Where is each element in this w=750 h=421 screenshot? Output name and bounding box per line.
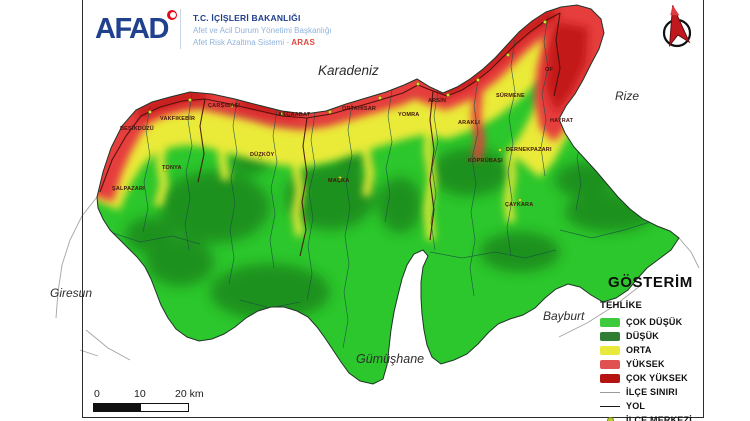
legend-item: DÜŞÜK [600, 329, 702, 343]
legend-swatch-medium [600, 345, 620, 355]
legend-item: İLÇE MERKEZİ [600, 413, 702, 421]
header: AFAD T.C. İÇİŞLERİ BAKANLIĞI Afet ve Aci… [95, 9, 332, 49]
legend-swatch-very-high [600, 373, 620, 383]
legend-swatch-low [600, 331, 620, 341]
district-label: KÖPRÜBAŞI [468, 158, 503, 164]
district-label: VAKFIKEBİR [160, 116, 196, 122]
legend-road-line [600, 405, 620, 407]
afad-logo: AFAD [95, 9, 177, 45]
turkish-flag-icon [166, 10, 177, 20]
scale-tick: 0 [94, 388, 100, 400]
neighbor-label-rize: Rize [615, 89, 640, 103]
legend-label: DÜŞÜK [626, 331, 660, 341]
legend-swatch-very-low [600, 317, 620, 327]
district-label: AKÇAABAT [278, 112, 311, 118]
district-label: OF [545, 67, 554, 73]
district-label: TONYA [162, 165, 182, 171]
district-label: ÇARŞIBAŞI [208, 103, 241, 109]
neighbor-label-giresun: Giresun [50, 286, 93, 300]
legend-item: İLÇE SINIRI [600, 385, 702, 399]
hazard-low-patches [125, 148, 655, 320]
district-label: ARSİN [428, 98, 447, 104]
neighbor-label-bayburt: Bayburt [543, 309, 585, 323]
legend-subtitle: TEHLİKE [600, 300, 643, 311]
district-label: ÇAYKARA [505, 202, 534, 208]
scale-bar-filled-half [94, 404, 141, 411]
scale-tick: 10 [134, 388, 146, 400]
system-title: Afet Risk Azaltma Sistemi - ARAS [193, 38, 332, 47]
map-frame-left [82, 0, 83, 418]
map-frame-right [703, 0, 704, 418]
district-label: YOMRA [398, 112, 420, 118]
district-label: ARAKLI [458, 120, 480, 126]
district-label: SÜRMENE [496, 93, 525, 99]
ministry-title: T.C. İÇİŞLERİ BAKANLIĞI [192, 13, 301, 23]
map-frame-bottom [82, 417, 704, 418]
legend-item: ÇOK YÜKSEK [600, 371, 702, 385]
legend-item: ORTA [600, 343, 702, 357]
district-label: MAÇKA [328, 178, 350, 184]
road-lines [99, 12, 561, 257]
district-label: DERNEKPAZARI [506, 147, 552, 153]
district-center-dots [128, 20, 567, 202]
legend-item: ÇOK DÜŞÜK [600, 315, 702, 329]
legend-title: GÖSTERİM [608, 274, 693, 291]
legend-label: ÇOK DÜŞÜK [626, 317, 683, 327]
neighbor-label-gumushane: Gümüşhane [356, 352, 425, 366]
scale-bar-ticks: 0 10 20 km [93, 388, 213, 401]
scale-bar-graphic [93, 403, 189, 412]
legend-label: İLÇE SINIRI [626, 387, 678, 397]
header-divider [179, 9, 181, 49]
legend-item: YOL [600, 399, 702, 413]
legend-swatch-high [600, 359, 620, 369]
legend-item: YÜKSEK [600, 357, 702, 371]
scale-tick: 20 km [175, 388, 204, 400]
legend-label: YÜKSEK [626, 359, 665, 369]
legend-label: ORTA [626, 345, 652, 355]
legend-label: YOL [626, 401, 646, 411]
afad-logo-text: AFAD [95, 13, 169, 45]
district-label: DÜZKÖY [250, 152, 275, 158]
header-text-block: T.C. İÇİŞLERİ BAKANLIĞI Afet ve Acil Dur… [193, 9, 332, 47]
district-boundary-lines [109, 15, 651, 349]
district-label: ŞALPAZARI [112, 186, 145, 192]
legend-district-border-line [600, 391, 620, 393]
district-label: ORTAHİSAR [342, 106, 377, 112]
agency-title: Afet ve Acil Durum Yönetimi Başkanlığı [192, 26, 332, 35]
aras-label: ARAS [291, 38, 316, 47]
legend: GÖSTERİM TEHLİKE ÇOK DÜŞÜK DÜŞÜK ORTA YÜ… [600, 274, 702, 421]
legend-label: ÇOK YÜKSEK [626, 373, 688, 383]
system-title-text: Afet Risk Azaltma Sistemi - [192, 38, 289, 47]
sea-label: Karadeniz [318, 63, 379, 78]
legend-label: İLÇE MERKEZİ [626, 415, 692, 421]
scale-bar: 0 10 20 km [93, 388, 213, 412]
district-label: BEŞİKDÜZÜ [120, 126, 154, 132]
neighbor-boundary-lines [55, 196, 700, 361]
north-arrow-icon [662, 5, 692, 48]
legend-district-center-dot [600, 416, 620, 421]
district-label: HAYRAT [550, 118, 574, 124]
